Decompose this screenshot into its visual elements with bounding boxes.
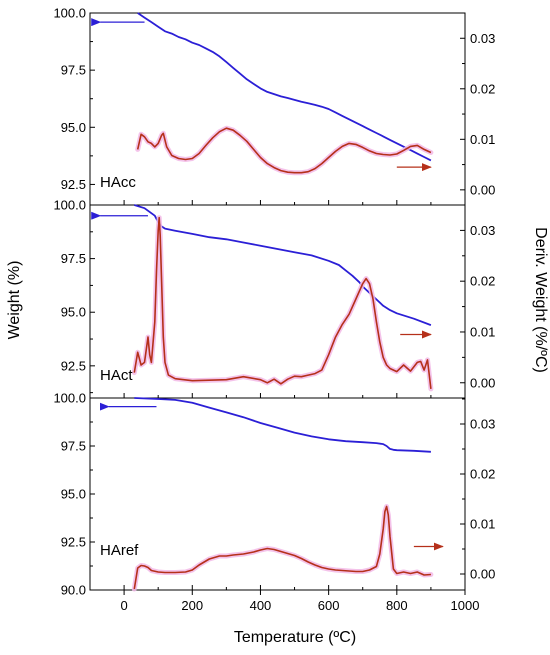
panel-frame <box>89 12 466 206</box>
left-tick-label: 97.5 <box>61 63 86 78</box>
panel-frame <box>89 397 466 591</box>
panel-label: HAref <box>100 542 139 559</box>
x-tick-label: 1000 <box>451 598 480 613</box>
left-tick-label: 92.5 <box>61 535 86 550</box>
weight-line-hacc <box>137 12 432 162</box>
right-tick-label: 0.03 <box>470 223 495 238</box>
x-tick-label: 800 <box>386 598 408 613</box>
left-tick-label: 100.0 <box>53 391 86 406</box>
right-tick-label: 0.01 <box>470 324 495 339</box>
x-tick-label: 400 <box>250 598 272 613</box>
right-tick-label: 0.02 <box>470 467 495 482</box>
left-tick-label: 90.0 <box>61 583 86 598</box>
panel-label: HAct <box>100 367 133 384</box>
derivative-line-hacc <box>136 127 432 174</box>
x-tick-label: 0 <box>120 598 127 613</box>
panel-hacc: 100.0 97.5 95.0 92.5 0.03 0.02 0.01 0.00 HAcc <box>53 6 495 206</box>
weight-line-hact <box>134 204 432 326</box>
panel-haref: 100.0 97.5 95.0 92.5 90.0 0.03 0.02 0.01 0.00 HAr… <box>53 391 495 598</box>
x-tick-label: 200 <box>181 598 203 613</box>
left-tick-label: 92.5 <box>61 177 86 192</box>
panel-hact: 100.0 97.5 95.0 92.5 0.03 0.02 0.01 0.00 HAct <box>53 198 495 399</box>
left-tick-label: 95.0 <box>61 120 86 135</box>
left-tick-label: 95.0 <box>61 305 86 320</box>
y-axis-title-right: Deriv. Weight (%/ºC) <box>532 227 549 373</box>
right-tick-label: 0.00 <box>470 182 495 197</box>
right-tick-label: 0.03 <box>470 417 495 432</box>
right-tick-label: 0.00 <box>470 567 495 582</box>
y-axis-title-left: Weight (%) <box>6 261 23 340</box>
x-tick-label: 600 <box>318 598 340 613</box>
weight-line-haref <box>134 397 431 453</box>
right-tick-label: 0.03 <box>470 31 495 46</box>
derivative-halo <box>135 125 434 176</box>
left-tick-label: 97.5 <box>61 439 86 454</box>
panels-group: 100.097.595.092.50.030.020.010.00HAcc100… <box>53 6 495 614</box>
derivative-line-hact <box>133 216 432 389</box>
right-tick-label: 0.02 <box>470 274 495 289</box>
left-tick-label: 92.5 <box>61 358 86 373</box>
panel-label: HAcc <box>100 174 136 191</box>
derivative-halo <box>131 504 434 592</box>
left-tick-label: 95.0 <box>61 487 86 502</box>
right-tick-label: 0.02 <box>470 81 495 96</box>
left-tick-label: 97.5 <box>61 251 86 266</box>
left-tick-label: 100.0 <box>53 6 86 21</box>
left-tick-label: 100.0 <box>53 198 86 213</box>
x-axis-title: Temperature (ºC) <box>234 629 356 646</box>
right-tick-label: 0.01 <box>470 132 495 147</box>
right-tick-label: 0.01 <box>470 517 495 532</box>
derivative-line-haref <box>133 505 431 590</box>
right-tick-label: 0.00 <box>470 375 495 390</box>
